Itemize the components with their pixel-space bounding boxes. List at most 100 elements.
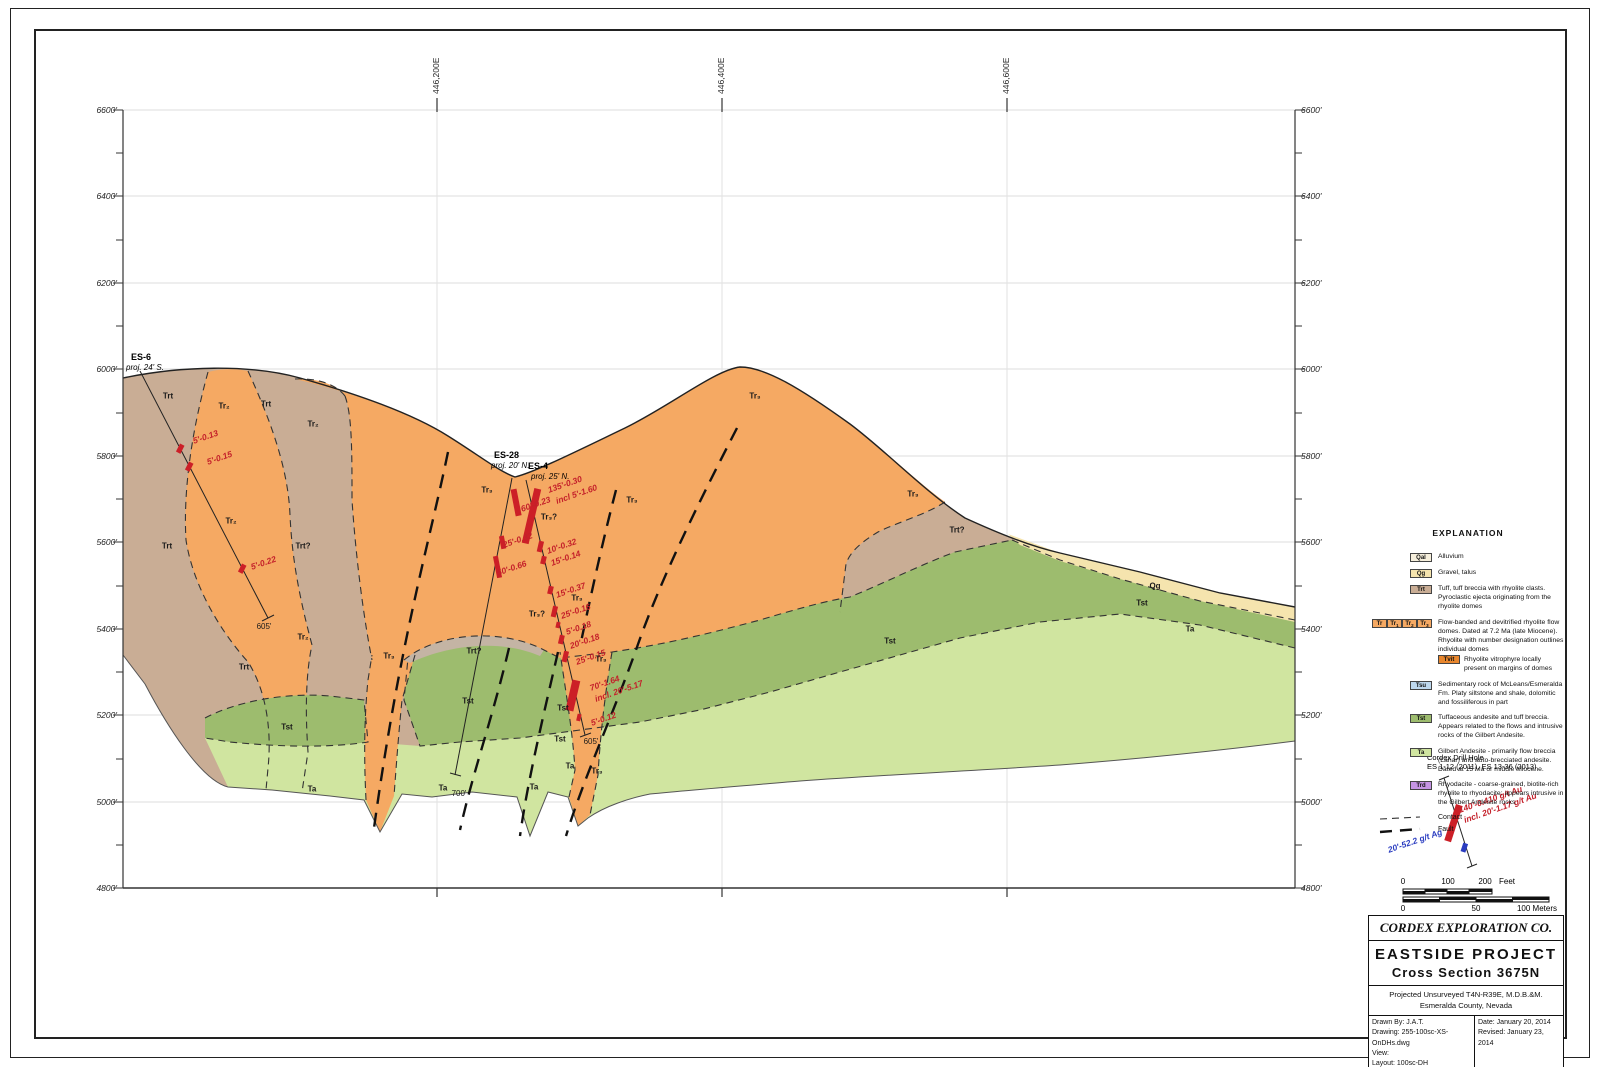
unit-label: Tr₂ [307,419,319,429]
scale-label: Feet [1498,877,1516,886]
legend-title: EXPLANATION [1432,528,1504,538]
drillhole-name: ES-28 [494,450,520,460]
elevation-label: 5600' [96,537,117,548]
drawing-file: Drawing: 255-100sc-XS-OnDHs.dwg [1372,1029,1449,1047]
elevation-label: 4800' [96,882,117,893]
unit-tst-left [205,695,368,747]
unit-swatch-qal: Qal [1410,553,1432,562]
location-line2: Esmeralda County, Nevada [1419,1000,1513,1010]
elevation-label: 5000' [1301,796,1322,807]
project-name: EASTSIDE PROJECT [1374,946,1558,963]
elevation-label: 6600' [96,105,117,115]
company-name: CORDEX EXPLORATION CO. [1369,916,1563,941]
legend-entry-tst: Tst Tuffaceous andesite and tuff breccia.… [1368,713,1568,741]
elevation-label: 6400' [1301,191,1322,202]
legend-swatch: Trd [1368,780,1432,791]
legend-swatch: Trt [1368,584,1432,594]
legend-entry-qg: Qg Gravel, talus [1368,568,1568,578]
unit-label: Tst [1136,598,1148,608]
easting-label: 446,200E [431,57,441,94]
unit-label: Qg [1149,581,1161,591]
unit-label: Tr₃ [591,766,603,776]
depth-label: 605' [256,622,272,631]
elevation-label: 5400' [96,623,117,634]
elevation-label: 5800' [1301,450,1322,461]
unit-swatch-trt: Trt [1410,585,1432,594]
unit-swatch-qg: Qg [1410,569,1432,578]
elevation-label: 6200' [1301,277,1322,288]
unit-label: Ta [1185,624,1195,634]
unit-label: Trt [162,391,174,401]
sheet-inner-border [34,29,1567,1039]
fault-line-sample [1368,826,1432,834]
title-block-footer: Drawn By: J.A.T. Drawing: 255-100sc-XS-O… [1369,1016,1563,1067]
unit-swatch-ta: Ta [1410,747,1432,757]
unit-trt-sliver [404,635,544,663]
date-field: Date: January 20, 2014 [1478,1019,1551,1027]
depth-label: 700' [451,789,467,798]
legend-subentry-text: Rhyolite vitrophyre locally present on m… [1464,656,1553,673]
assay-label: 25'-0.32 [501,530,534,550]
legend-drillhole-sample [1438,775,1478,869]
unit-qg-strip [1008,534,1295,622]
legend-fault-row: Fault [1368,826,1568,834]
legend-entry-text: Alluvium [1438,553,1464,560]
legend-swatch: Tsu [1368,680,1432,690]
legend-entry-text: Tuffaceous andesite and tuff breccia. Ap… [1438,714,1563,740]
sheet-outer-border [10,8,1590,1058]
unit-label: Tr₃ [907,489,919,499]
elevation-label: 4800' [1301,882,1322,893]
contact-line-sample [1368,814,1432,822]
unit-ta [205,614,1295,836]
assay-label: 5'-0.13 [191,427,220,446]
unit-swatch-trd: Trd [1410,781,1432,791]
unit-label: Tr₃ [383,651,395,661]
drillhole-projection: proj. 20' N. [491,461,530,470]
elevation-label: 6400' [96,191,117,202]
unit-label: Ta [565,761,575,771]
unit-label: Trt [238,662,250,672]
unit-label: Tr₃ [595,654,607,664]
unit-label: Tst [281,722,293,732]
unit-label: Tr₃ [571,593,583,603]
section-base-line [122,654,1296,838]
unit-tr3-main [295,367,945,660]
elevation-label: 6000' [1301,364,1322,375]
legend-entry-ta: Ta Gilbert Andesite - primarily flow brec… [1368,747,1568,775]
legend-entry-tsu: Tsu Sedimentary rock of McLeans/Esmeralda… [1368,680,1568,708]
legend-entry-trt: Trt Tuff, tuff breccia with rhyolite clas… [1368,584,1568,612]
elevation-label: 5200' [1301,710,1322,721]
unit-label: Tr₂ [218,401,230,411]
unit-label: Trt [161,541,173,551]
legend-swatch: Tr Tr1 Tr2 Tr3 [1368,618,1432,628]
unit-swatch-tsu: Tsu [1410,680,1432,690]
elevation-label: 6000' [96,364,117,375]
legend-swatch: Qal [1368,552,1432,562]
unit-label: Tr₂ [225,516,237,526]
legend-entry-text: Gilbert Andesite - primarily flow brecci… [1438,747,1556,773]
drawing-info: Drawn By: J.A.T. Drawing: 255-100sc-XS-O… [1369,1016,1475,1067]
elevation-label: 6200' [96,277,117,288]
unit-swatch-tst: Tst [1410,714,1432,724]
unit-tst-main [404,540,1295,746]
scale-label: 200 [1478,877,1492,886]
unit-label: Tst [554,734,566,744]
drawn-by: Drawn By: J.A.T. [1372,1019,1424,1027]
contact-lines [184,370,1296,816]
project-title-row: EASTSIDE PROJECT Cross Section 3675N [1369,941,1563,986]
legend-contact-row: Contact [1368,814,1568,822]
unit-label: Tst [884,636,896,646]
unit-swatch-tr2: Tr2 [1402,618,1417,628]
legend-entry-text: Flow-banded and devitrified rhyolite flo… [1438,618,1564,673]
unit-label: Tr₃ [481,485,493,495]
contact-label: Contact [1438,814,1463,822]
topography-line [122,366,1296,608]
assay-label: 60'-0.23 [519,494,552,514]
unit-swatch-tr3: Tr3 [1417,618,1432,628]
unit-label: Ta [438,783,448,793]
unit-label: Tr₃ [626,495,638,505]
legend-entry-qal: Qal Alluvium [1368,552,1568,562]
legend-entry-text: Gravel, talus [1438,569,1477,576]
